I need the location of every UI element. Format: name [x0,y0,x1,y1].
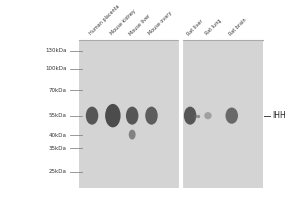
Ellipse shape [126,107,138,125]
Text: Mouse ovary: Mouse ovary [148,11,174,36]
Ellipse shape [145,107,158,125]
Ellipse shape [184,107,197,125]
Text: 35kDa: 35kDa [49,146,67,151]
Ellipse shape [204,112,212,119]
Text: Rat liver: Rat liver [187,18,205,36]
Ellipse shape [105,104,121,127]
Text: 100kDa: 100kDa [45,66,67,71]
Text: 40kDa: 40kDa [49,133,67,138]
Ellipse shape [226,108,238,124]
Bar [79,40,263,188]
Text: Rat brain: Rat brain [228,17,248,36]
Text: 25kDa: 25kDa [49,169,67,174]
Text: 130kDa: 130kDa [45,48,67,53]
Ellipse shape [86,107,98,125]
Text: Rat lung: Rat lung [204,18,223,36]
Text: 70kDa: 70kDa [49,88,67,93]
Text: Human placenta: Human placenta [88,4,121,36]
Text: IHH: IHH [272,111,286,120]
Text: Mouse kidney: Mouse kidney [109,9,137,36]
Ellipse shape [129,130,136,140]
Text: 55kDa: 55kDa [49,113,67,118]
Text: Mouse liver: Mouse liver [129,13,152,36]
